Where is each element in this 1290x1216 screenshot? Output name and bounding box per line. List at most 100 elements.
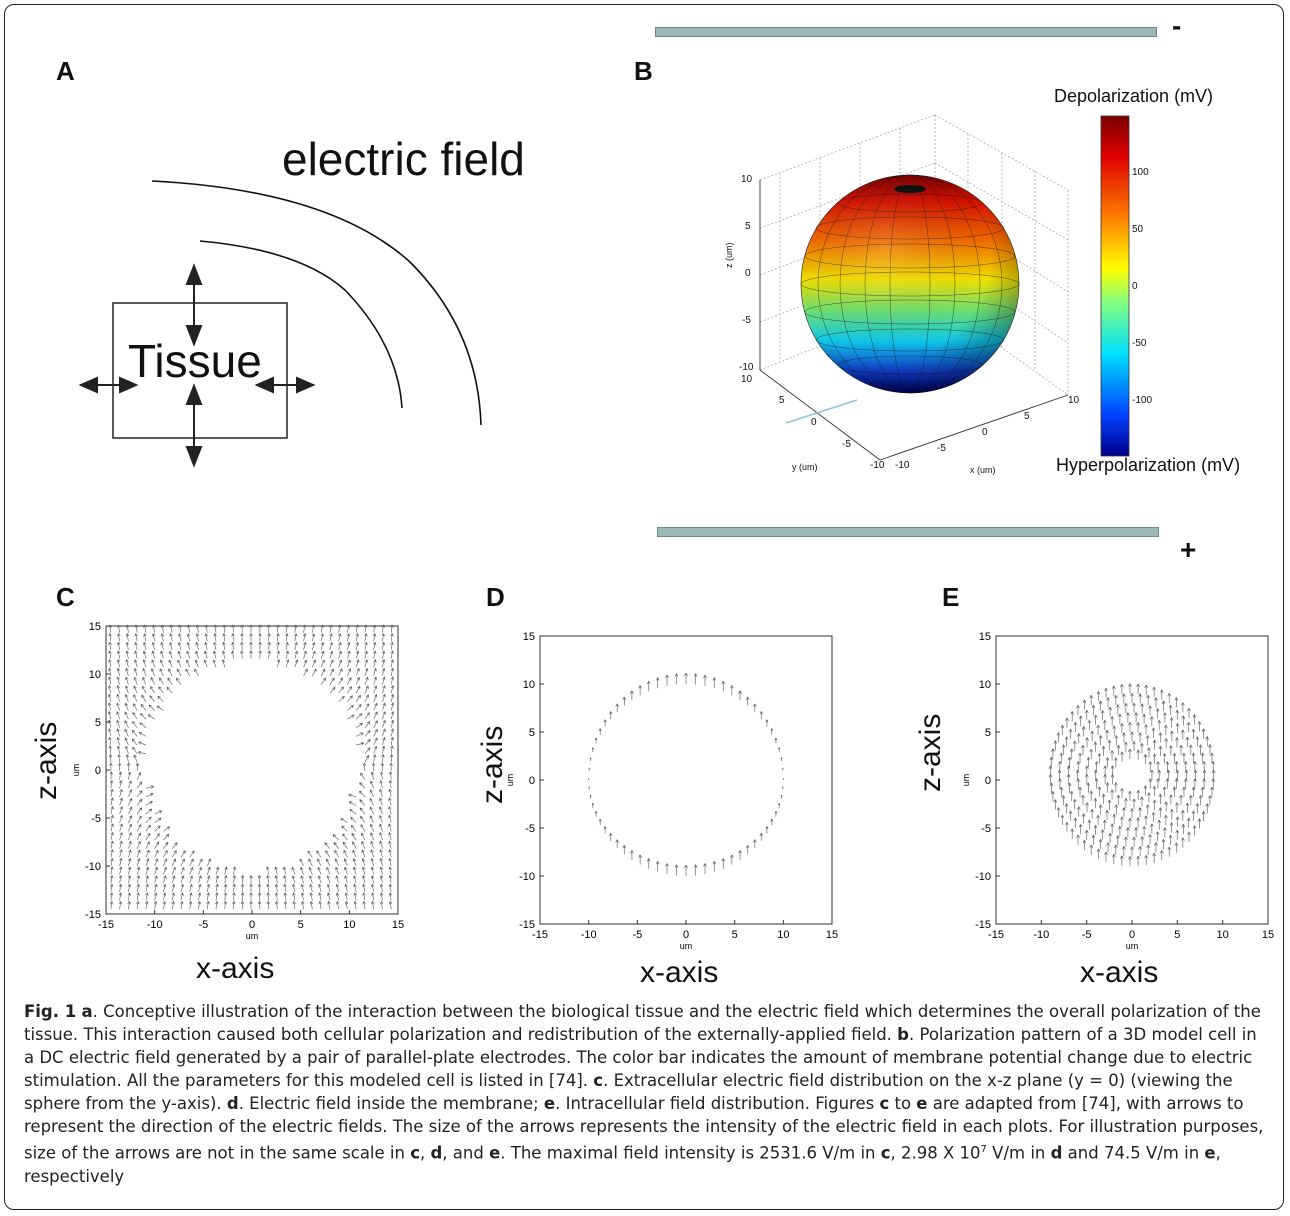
field-arrow	[109, 771, 113, 780]
field-arrow	[373, 737, 378, 746]
field-arrow	[1158, 745, 1163, 757]
x-tick: -5	[937, 443, 946, 454]
x-tick-label: 0	[1129, 929, 1135, 941]
field-arrow	[340, 818, 348, 824]
field-arrow	[1193, 778, 1197, 789]
field-arrow	[1165, 761, 1170, 772]
field-arrow	[1181, 729, 1185, 740]
field-arrow	[110, 806, 114, 815]
y-tick-label: 15	[89, 621, 101, 633]
field-arrow	[1175, 816, 1180, 827]
field-arrow	[1089, 749, 1093, 760]
field-arrow	[1076, 705, 1080, 716]
field-arrow	[231, 650, 235, 659]
field-arrow	[609, 833, 613, 841]
field-arrow	[160, 650, 164, 659]
field-arrow	[140, 703, 147, 711]
colorbar-tick: 0	[1132, 281, 1138, 292]
caption-text: to	[889, 1094, 917, 1113]
field-arrow	[303, 633, 307, 642]
field-arrow	[1094, 761, 1099, 772]
field-arrow	[390, 702, 395, 711]
field-arrow	[1087, 720, 1092, 731]
field-arrow	[334, 850, 339, 858]
field-arrow	[379, 780, 383, 789]
field-arrow	[1136, 817, 1140, 828]
x-tick-label: -10	[581, 929, 597, 941]
field-arrow	[128, 798, 133, 806]
field-arrow	[1093, 714, 1098, 725]
field-arrow	[276, 641, 280, 651]
field-arrow	[320, 668, 326, 677]
field-arrow	[145, 808, 153, 815]
field-arrow	[320, 642, 325, 651]
field-arrow	[344, 892, 348, 901]
field-arrow	[1103, 765, 1107, 776]
field-arrow	[283, 892, 287, 901]
field-arrow	[1211, 769, 1216, 780]
minus-sign: -	[1172, 10, 1182, 41]
field-arrow	[1152, 753, 1157, 764]
field-arrow	[222, 624, 226, 633]
field-arrow	[163, 858, 168, 867]
z-tick: -5	[742, 315, 751, 326]
panel-e-quiver-plot: 15 10 5 0 -5 -10 -15-15 -10 -5 0 5 10 15 um um	[961, 631, 1274, 951]
field-arrow	[1085, 802, 1089, 813]
field-arrow	[1116, 744, 1121, 756]
caption-ref: e	[1204, 1143, 1216, 1163]
field-arrow	[324, 842, 331, 849]
field-arrow	[189, 892, 193, 901]
field-arrow	[119, 832, 123, 841]
field-arrow	[1152, 686, 1156, 697]
field-arrow	[107, 693, 112, 702]
field-arrow	[223, 883, 228, 892]
field-arrow	[1051, 791, 1055, 802]
field-arrow	[370, 823, 374, 832]
field-arrow	[117, 633, 121, 642]
field-arrow	[1198, 795, 1203, 806]
field-arrow	[1169, 794, 1173, 805]
field-arrow	[1066, 765, 1071, 776]
field-arrow	[320, 624, 324, 633]
field-arrow	[150, 686, 155, 694]
field-arrow	[1098, 839, 1103, 850]
field-arrow	[267, 633, 271, 642]
caption-ref: a	[81, 1002, 93, 1021]
x-tick-label: 10	[777, 929, 789, 941]
field-arrow	[730, 685, 734, 696]
field-arrow	[148, 704, 155, 711]
field-arrow	[1085, 709, 1089, 720]
field-arrow	[351, 833, 357, 841]
field-arrow	[154, 875, 158, 884]
y-tick-label: 5	[529, 727, 535, 739]
field-arrow	[154, 892, 158, 901]
field-arrow	[1140, 743, 1144, 754]
field-arrow	[249, 901, 253, 910]
field-arrow	[1142, 826, 1146, 837]
field-arrow	[693, 864, 698, 876]
field-arrow	[355, 677, 360, 685]
field-arrow	[369, 806, 374, 815]
field-arrow	[136, 866, 141, 875]
field-arrow	[1126, 712, 1130, 723]
field-arrow	[133, 685, 138, 694]
field-arrow	[1112, 685, 1116, 696]
field-arrow	[382, 676, 386, 685]
field-arrow	[118, 875, 123, 884]
field-arrow	[1096, 814, 1100, 826]
field-arrow	[370, 875, 375, 884]
field-arrow	[1094, 778, 1099, 789]
field-arrow	[1106, 842, 1110, 853]
field-arrow	[347, 642, 351, 651]
field-arrow	[282, 866, 287, 875]
field-arrow	[258, 650, 262, 659]
field-arrow	[300, 875, 304, 884]
caption-ref: e	[916, 1094, 928, 1113]
field-arrow	[373, 659, 377, 668]
field-arrow	[1136, 856, 1140, 867]
field-arrow	[1195, 736, 1200, 747]
x-tick: -10	[895, 460, 910, 471]
field-arrow	[116, 728, 120, 737]
field-arrow	[388, 823, 392, 832]
field-arrow	[127, 883, 131, 892]
